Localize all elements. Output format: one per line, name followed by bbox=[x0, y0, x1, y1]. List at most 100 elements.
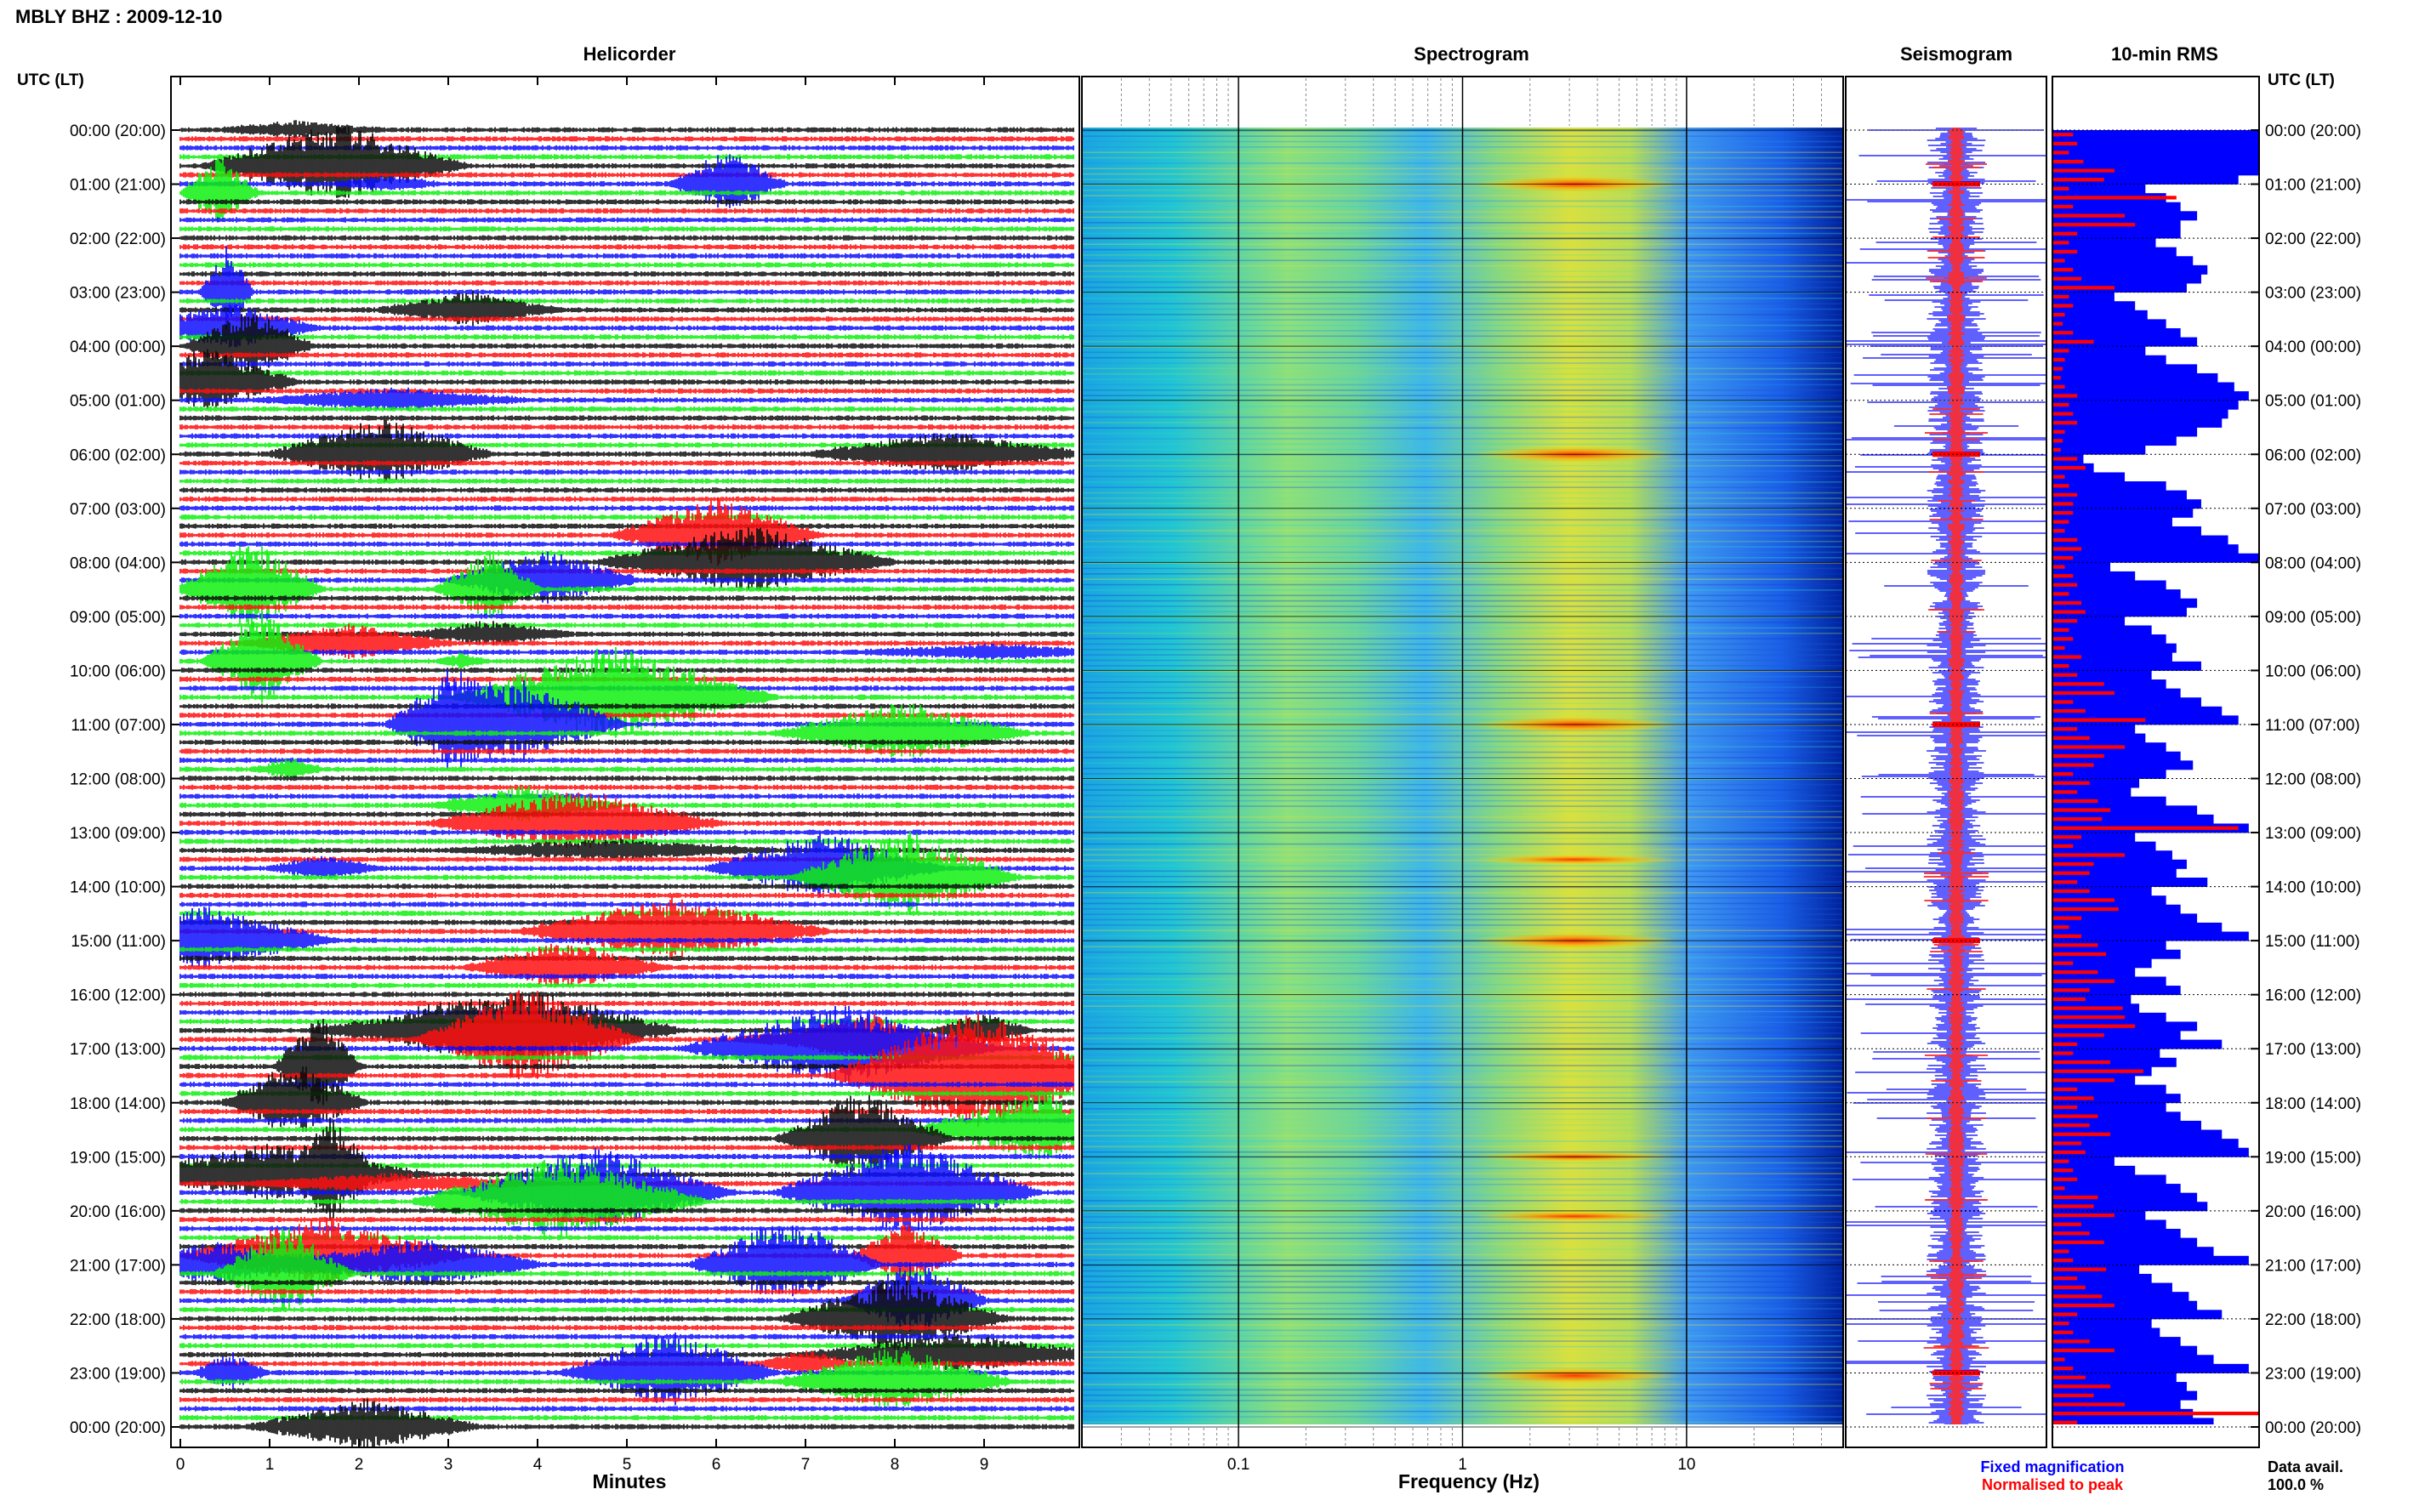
rms-bar-normalised bbox=[2052, 988, 2090, 992]
helicorder-trace bbox=[179, 334, 1074, 340]
time-tick-label: 16:00 (12:00) bbox=[70, 987, 166, 1005]
helicorder-trace bbox=[179, 246, 1074, 329]
helicorder-x-ticks: 0 1 2 3 4 5 6 7 8 9 bbox=[176, 77, 989, 1474]
helicorder-trace bbox=[179, 406, 1074, 412]
helicorder-trace bbox=[179, 207, 1074, 214]
rms-bar-normalised bbox=[2052, 1322, 2069, 1326]
rms-bar-fixed bbox=[2052, 247, 2177, 257]
rms-bar-normalised bbox=[2052, 1159, 2069, 1163]
time-tick-label: 11:00 (07:00) bbox=[2265, 717, 2360, 735]
rms-bar-fixed bbox=[2052, 913, 2198, 924]
rms-bar-normalised bbox=[2052, 394, 2078, 398]
rms-bar-fixed bbox=[2052, 859, 2187, 869]
rms-bar-normalised bbox=[2052, 1411, 2259, 1416]
rms-bar-fixed bbox=[2052, 877, 2208, 887]
rms-bar-normalised bbox=[2052, 286, 2114, 290]
rms-bar-normalised bbox=[2052, 349, 2069, 353]
rms-bar-fixed bbox=[2052, 796, 2166, 806]
rms-bar-normalised bbox=[2052, 1312, 2078, 1316]
minute-tick-label: 8 bbox=[891, 1456, 900, 1474]
rms-bar-normalised bbox=[2052, 979, 2114, 983]
rms-bar-normalised bbox=[2052, 537, 2078, 542]
time-tick-label: 11:00 (07:00) bbox=[71, 717, 166, 735]
rms-bar-fixed bbox=[2052, 400, 2239, 410]
rms-bar-normalised bbox=[2052, 168, 2114, 173]
helicorder-trace bbox=[179, 1280, 1074, 1286]
helicorder-trace bbox=[179, 313, 1074, 373]
rms-bar-fixed bbox=[2052, 1102, 2166, 1112]
rms-bar-fixed bbox=[2052, 481, 2166, 492]
rms-bar-fixed bbox=[2052, 661, 2201, 671]
helicorder-trace bbox=[179, 1398, 1074, 1447]
rms-bar-normalised bbox=[2052, 1132, 2111, 1136]
rms-bar-fixed bbox=[2052, 499, 2201, 509]
time-tick-label: 23:00 (19:00) bbox=[2265, 1365, 2361, 1383]
helicorder-trace bbox=[179, 1228, 1074, 1310]
rms-bar-normalised bbox=[2052, 1123, 2090, 1128]
rms-bar-fixed bbox=[2052, 409, 2228, 419]
rms-bar-normalised bbox=[2052, 402, 2069, 407]
rms-bar-fixed bbox=[2052, 931, 2249, 941]
rms-bar-normalised bbox=[2052, 159, 2084, 164]
helicorder-trace bbox=[179, 1280, 1074, 1350]
helicorder-trace bbox=[179, 352, 1074, 358]
helicorder-trace bbox=[179, 676, 1074, 682]
spectrogram-x-label: Frequency (Hz) bbox=[1398, 1470, 1540, 1492]
helicorder-trace bbox=[179, 667, 1074, 674]
rms-bar-normalised bbox=[2052, 1231, 2090, 1236]
time-tick-label: 02:00 (22:00) bbox=[70, 230, 166, 248]
helicorder-trace bbox=[179, 1009, 1074, 1015]
rms-bar-fixed bbox=[2052, 958, 2152, 969]
rms-bar-normalised bbox=[2052, 817, 2103, 821]
rms-bar-normalised bbox=[2052, 1024, 2136, 1028]
rms-bar-normalised bbox=[2052, 565, 2065, 569]
helicorder-trace bbox=[179, 1343, 1074, 1349]
rms-bar-normalised bbox=[2052, 312, 2065, 317]
rms-bar-normalised bbox=[2052, 781, 2090, 785]
helicorder-trace bbox=[179, 1000, 1074, 1007]
helicorder-trace bbox=[179, 541, 1074, 547]
minute-tick-label: 9 bbox=[980, 1456, 989, 1474]
spectrogram-grid bbox=[1081, 77, 1822, 1447]
rms-bar-normalised bbox=[2052, 429, 2065, 434]
helicorder-trace bbox=[179, 992, 1074, 998]
helicorder-trace bbox=[179, 1208, 1074, 1214]
rms-bar-fixed bbox=[2052, 733, 2146, 743]
rms-bar-normalised bbox=[2052, 952, 2107, 957]
rms-bar-normalised bbox=[2052, 1186, 2065, 1191]
rms-bar-normalised bbox=[2052, 1177, 2078, 1181]
helicorder-trace bbox=[179, 703, 1074, 758]
helicorder-trace bbox=[179, 1157, 1074, 1238]
rms-bar-normalised bbox=[2052, 484, 2069, 488]
rms-bar-normalised bbox=[2052, 718, 2146, 722]
helicorder-trace bbox=[179, 271, 1074, 277]
helicorder-trace bbox=[179, 884, 1074, 890]
rms-bar-normalised bbox=[2052, 196, 2177, 200]
rms-bar-normalised bbox=[2052, 619, 2078, 623]
rms-bar-normalised bbox=[2052, 1339, 2090, 1344]
rms-bar-fixed bbox=[2052, 1219, 2166, 1230]
rms-bar-fixed bbox=[2052, 805, 2198, 816]
rms-bar-fixed bbox=[2052, 697, 2201, 708]
helicorder-trace bbox=[179, 546, 1074, 624]
helicorder-trace bbox=[179, 748, 1074, 754]
rms-bar-fixed bbox=[2052, 166, 2259, 176]
rms-bar-normalised bbox=[2052, 961, 2074, 965]
helicorder-trace bbox=[179, 419, 1074, 482]
helicorder-trace bbox=[179, 1406, 1074, 1412]
rms-bar-normalised bbox=[2052, 1249, 2069, 1253]
rms-bar-normalised bbox=[2052, 1294, 2103, 1299]
frequency-tick-label: 0.1 bbox=[1227, 1456, 1249, 1474]
rms-bar-normalised bbox=[2052, 898, 2114, 902]
time-tick-label: 19:00 (15:00) bbox=[2265, 1149, 2361, 1167]
rms-bar-fixed bbox=[2052, 1247, 2214, 1257]
rms-bar-normalised bbox=[2052, 970, 2098, 975]
rms-bar-fixed bbox=[2052, 1310, 2223, 1320]
rms-bar-normalised bbox=[2052, 223, 2136, 227]
rms-bar-fixed bbox=[2052, 139, 2259, 149]
rms-bar-fixed bbox=[2052, 264, 2208, 275]
rms-bar-fixed bbox=[2052, 301, 2136, 311]
rms-bar-normalised bbox=[2052, 1348, 2114, 1353]
rms-bar-normalised bbox=[2052, 745, 2126, 749]
rms-bar-normalised bbox=[2052, 1087, 2078, 1091]
